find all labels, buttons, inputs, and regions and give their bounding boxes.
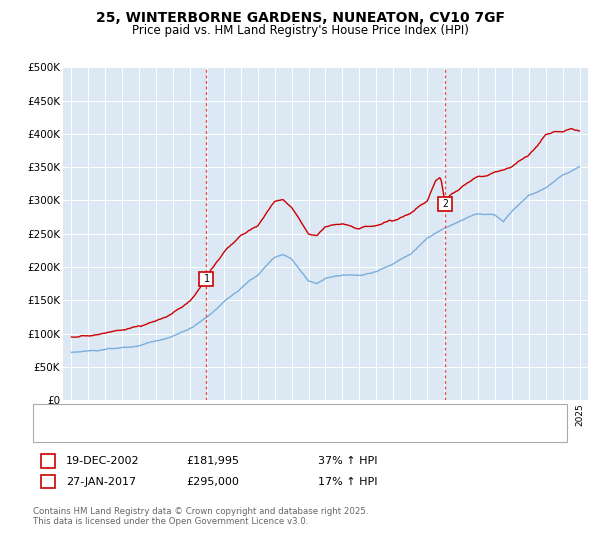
Text: ————: ———— xyxy=(35,410,74,420)
Text: 27-JAN-2017: 27-JAN-2017 xyxy=(66,477,136,487)
Text: 2: 2 xyxy=(442,199,448,209)
Text: 37% ↑ HPI: 37% ↑ HPI xyxy=(318,456,377,466)
Text: Price paid vs. HM Land Registry's House Price Index (HPI): Price paid vs. HM Land Registry's House … xyxy=(131,24,469,36)
Text: 17% ↑ HPI: 17% ↑ HPI xyxy=(318,477,377,487)
Text: 1: 1 xyxy=(44,456,52,466)
Text: 2: 2 xyxy=(44,477,52,487)
Text: HPI: Average price, detached house, Nuneaton and Bedworth: HPI: Average price, detached house, Nune… xyxy=(74,427,374,437)
Text: 1: 1 xyxy=(203,274,209,284)
Text: Contains HM Land Registry data © Crown copyright and database right 2025.
This d: Contains HM Land Registry data © Crown c… xyxy=(33,507,368,526)
Text: £181,995: £181,995 xyxy=(186,456,239,466)
Text: 25, WINTERBORNE GARDENS, NUNEATON, CV10 7GF (detached house): 25, WINTERBORNE GARDENS, NUNEATON, CV10 … xyxy=(74,410,422,420)
Text: ————: ———— xyxy=(35,427,74,437)
Text: 25, WINTERBORNE GARDENS, NUNEATON, CV10 7GF: 25, WINTERBORNE GARDENS, NUNEATON, CV10 … xyxy=(95,11,505,25)
Text: 19-DEC-2002: 19-DEC-2002 xyxy=(66,456,140,466)
Text: £295,000: £295,000 xyxy=(186,477,239,487)
